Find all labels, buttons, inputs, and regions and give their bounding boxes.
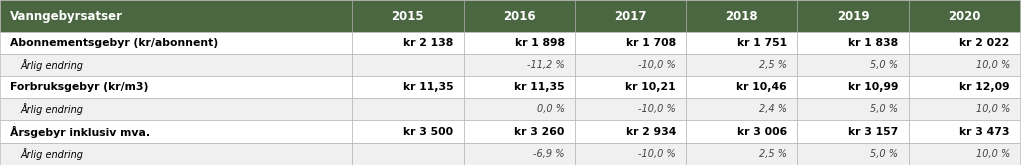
Bar [686, 0, 797, 32]
Text: kr 11,35: kr 11,35 [402, 82, 453, 92]
Bar [909, 54, 1020, 76]
Text: Vanngebyrsatser: Vanngebyrsatser [10, 10, 124, 23]
Text: kr 2 934: kr 2 934 [626, 127, 676, 136]
Text: -10,0 %: -10,0 % [638, 60, 676, 70]
Text: kr 3 006: kr 3 006 [737, 127, 787, 136]
Text: kr 3 157: kr 3 157 [848, 127, 898, 136]
Text: kr 1 708: kr 1 708 [626, 38, 676, 48]
Bar [352, 98, 464, 120]
Bar [352, 120, 464, 143]
Bar [686, 98, 797, 120]
Bar [352, 0, 464, 32]
Bar [797, 120, 909, 143]
Bar [0, 76, 352, 98]
Text: 10,0 %: 10,0 % [975, 104, 1010, 115]
Bar [909, 98, 1020, 120]
Text: kr 2 138: kr 2 138 [403, 38, 453, 48]
Bar [909, 143, 1020, 165]
Text: 2,5 %: 2,5 % [760, 149, 787, 159]
Bar [0, 54, 352, 76]
Text: kr 3 473: kr 3 473 [960, 127, 1010, 136]
Text: -6,9 %: -6,9 % [533, 149, 565, 159]
Text: Årsgebyr inklusiv mva.: Årsgebyr inklusiv mva. [10, 125, 150, 138]
Text: 2017: 2017 [615, 10, 646, 23]
Bar [575, 54, 686, 76]
Bar [0, 143, 352, 165]
Text: 2019: 2019 [837, 10, 869, 23]
Text: kr 1 838: kr 1 838 [848, 38, 898, 48]
Bar [464, 98, 575, 120]
Bar [797, 0, 909, 32]
Bar [0, 0, 352, 32]
Text: 10,0 %: 10,0 % [975, 60, 1010, 70]
Bar [0, 98, 352, 120]
Bar [686, 32, 797, 54]
Bar [575, 98, 686, 120]
Bar [686, 76, 797, 98]
Text: kr 11,35: kr 11,35 [514, 82, 565, 92]
Bar [909, 76, 1020, 98]
Text: Årlig endring: Årlig endring [20, 59, 84, 71]
Text: kr 1 751: kr 1 751 [737, 38, 787, 48]
Bar [464, 54, 575, 76]
Bar [352, 143, 464, 165]
Text: kr 3 260: kr 3 260 [515, 127, 565, 136]
Text: 2016: 2016 [503, 10, 535, 23]
Bar [797, 32, 909, 54]
Text: 2015: 2015 [392, 10, 424, 23]
Text: kr 3 500: kr 3 500 [403, 127, 453, 136]
Bar [575, 143, 686, 165]
Bar [464, 32, 575, 54]
Text: Forbruksgebyr (kr/m3): Forbruksgebyr (kr/m3) [10, 82, 149, 92]
Bar [686, 143, 797, 165]
Text: kr 10,46: kr 10,46 [736, 82, 787, 92]
Text: kr 1 898: kr 1 898 [515, 38, 565, 48]
Bar [686, 120, 797, 143]
Bar [464, 0, 575, 32]
Text: -10,0 %: -10,0 % [638, 104, 676, 115]
Text: 10,0 %: 10,0 % [975, 149, 1010, 159]
Bar [797, 76, 909, 98]
Bar [686, 54, 797, 76]
Text: 2018: 2018 [726, 10, 758, 23]
Bar [575, 0, 686, 32]
Bar [464, 143, 575, 165]
Bar [575, 120, 686, 143]
Text: 0,0 %: 0,0 % [537, 104, 565, 115]
Bar [0, 120, 352, 143]
Bar [352, 54, 464, 76]
Bar [352, 32, 464, 54]
Bar [909, 120, 1020, 143]
Text: kr 12,09: kr 12,09 [959, 82, 1010, 92]
Bar [909, 32, 1020, 54]
Text: -11,2 %: -11,2 % [527, 60, 565, 70]
Text: kr 10,99: kr 10,99 [848, 82, 898, 92]
Text: 5,0 %: 5,0 % [871, 60, 898, 70]
Bar [464, 76, 575, 98]
Bar [464, 120, 575, 143]
Text: 2,5 %: 2,5 % [760, 60, 787, 70]
Bar [797, 98, 909, 120]
Text: 5,0 %: 5,0 % [871, 104, 898, 115]
Text: 5,0 %: 5,0 % [871, 149, 898, 159]
Bar [575, 76, 686, 98]
Text: Årlig endring: Årlig endring [20, 148, 84, 160]
Bar [352, 76, 464, 98]
Text: kr 2 022: kr 2 022 [960, 38, 1010, 48]
Bar [797, 143, 909, 165]
Text: 2020: 2020 [949, 10, 980, 23]
Text: 2,4 %: 2,4 % [760, 104, 787, 115]
Bar [575, 32, 686, 54]
Text: kr 10,21: kr 10,21 [625, 82, 676, 92]
Bar [0, 32, 352, 54]
Text: Årlig endring: Årlig endring [20, 103, 84, 115]
Bar [797, 54, 909, 76]
Text: Abonnementsgebyr (kr/abonnent): Abonnementsgebyr (kr/abonnent) [10, 38, 218, 48]
Text: -10,0 %: -10,0 % [638, 149, 676, 159]
Bar [909, 0, 1020, 32]
